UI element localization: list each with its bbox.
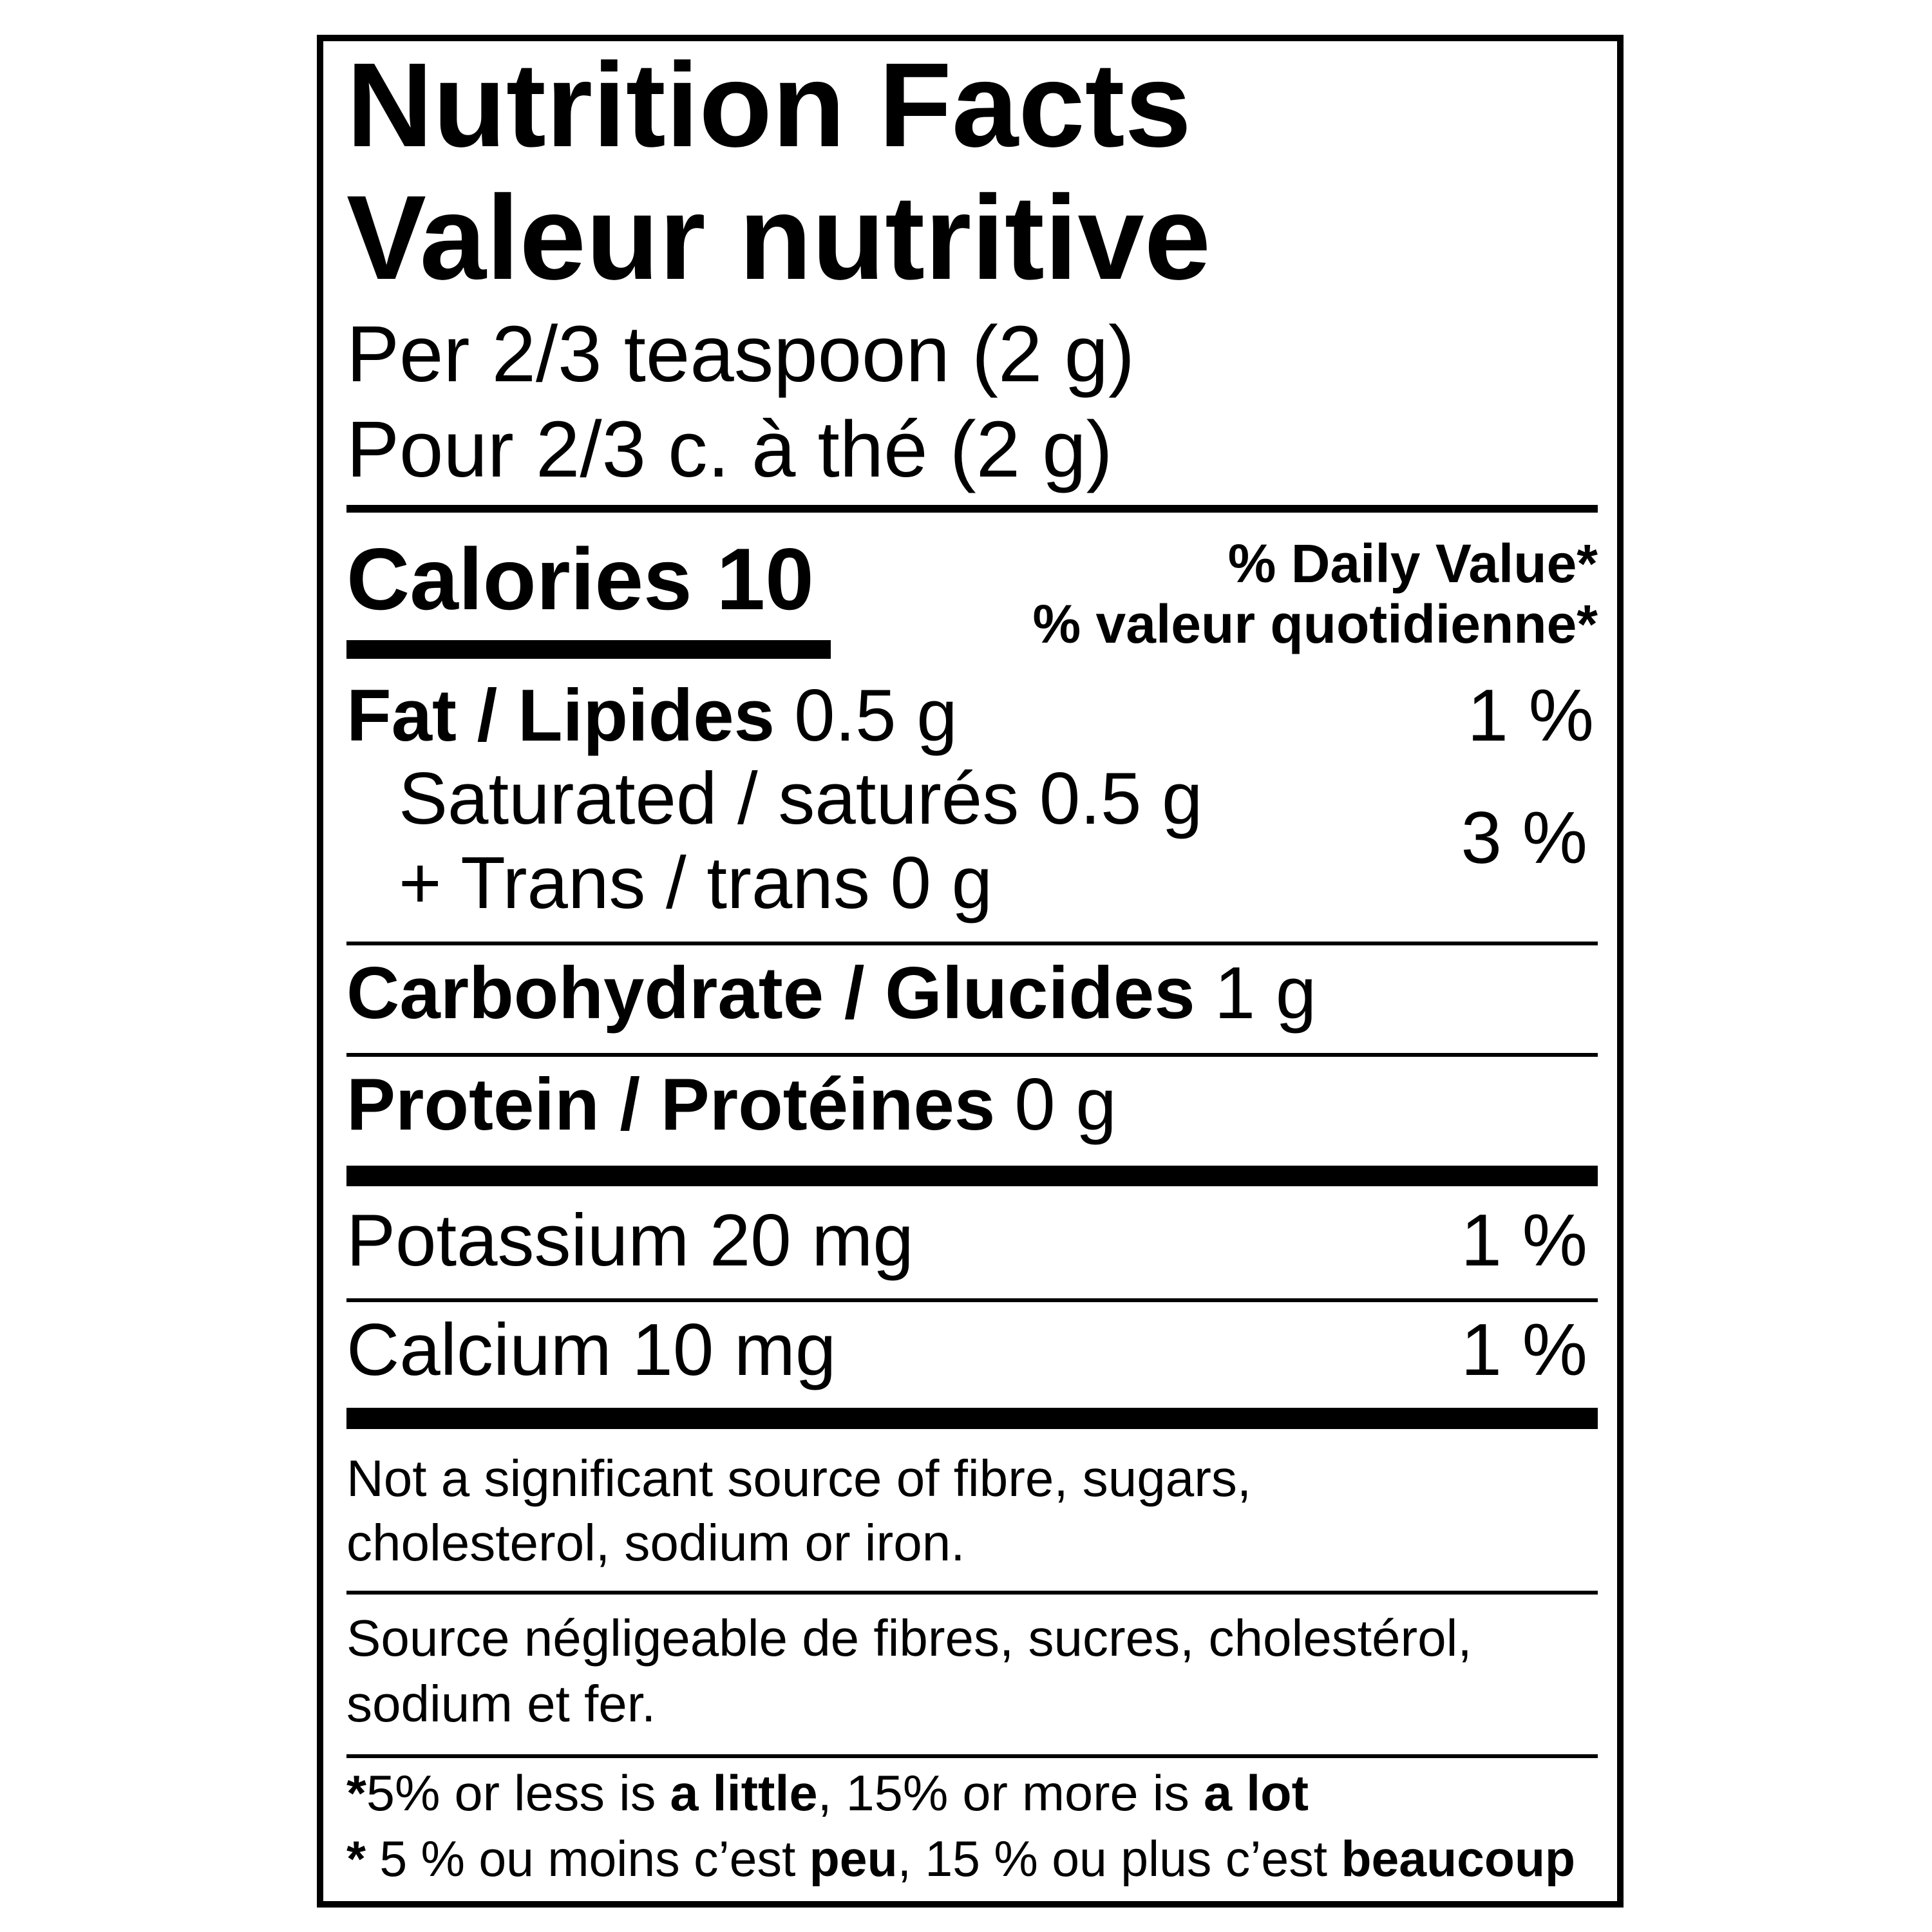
- label-border: [317, 35, 1624, 1908]
- footnote-emphasis: peu: [810, 1830, 898, 1887]
- nutrient-name: Carbohydrate / Glucides: [346, 952, 1195, 1034]
- note-line: cholesterol, sodium or iron.: [346, 1514, 965, 1571]
- daily-value: 3 %: [1461, 797, 1587, 879]
- saturated-line: Saturated / saturés 0.5 g: [399, 758, 1202, 840]
- rule: [346, 942, 1598, 945]
- daily-value: 1 %: [1468, 675, 1594, 757]
- serving-fr: Pour 2/3 c. à thé (2 g): [346, 406, 1113, 494]
- rule: [346, 1298, 1598, 1302]
- serving-en: Per 2/3 teaspoon (2 g): [346, 310, 1135, 399]
- title-fr: Valeur nutritive: [346, 171, 1211, 305]
- nutrient-amount: 1 g: [1215, 952, 1316, 1034]
- footnote-fr: * 5 % ou moins c’est peu, 15 % ou plus c…: [346, 1830, 1575, 1887]
- note-line: Not a significant source of fibre, sugar…: [346, 1450, 1251, 1507]
- footnote-text: 5% or less is: [366, 1765, 670, 1821]
- rule: [346, 505, 1598, 513]
- footnote-emphasis: a lot: [1204, 1765, 1309, 1821]
- calcium-row: Calcium 10 mg: [346, 1309, 836, 1391]
- footnote-text: , 15% or more is: [818, 1765, 1204, 1821]
- daily-value: 1 %: [1461, 1200, 1587, 1282]
- carbohydrate-row: Carbohydrate / Glucides 1 g: [346, 952, 1316, 1034]
- asterisk: *: [346, 1830, 366, 1887]
- footnote-text: 5 % ou moins c’est: [366, 1830, 810, 1887]
- nutrient-amount: 0 g: [1014, 1064, 1116, 1146]
- footnote-emphasis: a little: [670, 1765, 817, 1821]
- nutrient-amount: 0.5 g: [794, 675, 958, 757]
- daily-value-header-en: % Daily Value*: [1228, 533, 1598, 594]
- note-line: Source négligeable de fibres, sucres, ch…: [346, 1609, 1472, 1667]
- calories-rule: [346, 640, 831, 659]
- calories: Calories 10: [346, 530, 814, 628]
- footnote-en: *5% or less is a little, 15% or more is …: [346, 1765, 1309, 1821]
- trans-line: + Trans / trans 0 g: [399, 842, 992, 924]
- fat-row: Fat / Lipides 0.5 g: [346, 675, 958, 757]
- note-line: sodium et fer.: [346, 1675, 656, 1732]
- potassium-row: Potassium 20 mg: [346, 1200, 914, 1282]
- nutrient-name: Protein / Protéines: [346, 1064, 995, 1146]
- nutrient-name: Fat / Lipides: [346, 675, 775, 757]
- thick-rule: [346, 1166, 1598, 1186]
- daily-value: 1 %: [1461, 1309, 1587, 1391]
- protein-row: Protein / Protéines 0 g: [346, 1064, 1117, 1146]
- rule: [346, 1754, 1598, 1758]
- rule: [346, 1053, 1598, 1057]
- thick-rule: [346, 1408, 1598, 1429]
- daily-value-header-fr: % valeur quotidienne*: [1033, 594, 1598, 654]
- asterisk: *: [346, 1765, 367, 1821]
- footnote-text: , 15 % ou plus c’est: [898, 1830, 1341, 1887]
- footnote-emphasis: beaucoup: [1341, 1830, 1575, 1887]
- title-en: Nutrition Facts: [346, 39, 1191, 172]
- rule: [346, 1591, 1598, 1595]
